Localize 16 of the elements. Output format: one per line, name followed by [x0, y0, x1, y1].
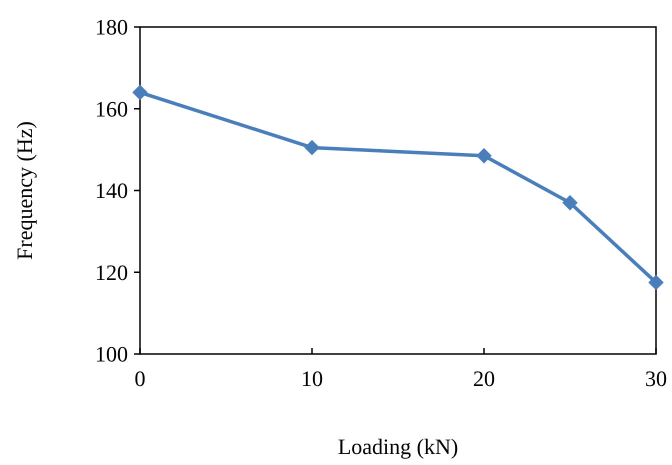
x-tick-label: 0 [134, 366, 146, 391]
point [132, 84, 148, 100]
point [648, 274, 664, 290]
point [304, 140, 320, 156]
x-tick-label: 10 [301, 366, 323, 391]
x-tick-label: 30 [645, 366, 667, 391]
x-tick-label: 20 [473, 366, 495, 391]
x-axis-title: Loading (kN) [338, 434, 458, 459]
point [476, 148, 492, 164]
y-axis-title: Frequency (Hz) [12, 121, 37, 260]
y-tick-label: 100 [95, 342, 128, 367]
y-tick-label: 160 [95, 96, 128, 122]
point [562, 195, 578, 210]
y-tick-label: 140 [95, 178, 128, 204]
y-tick-label: 120 [95, 260, 128, 285]
y-tick-label: 180 [95, 14, 128, 40]
